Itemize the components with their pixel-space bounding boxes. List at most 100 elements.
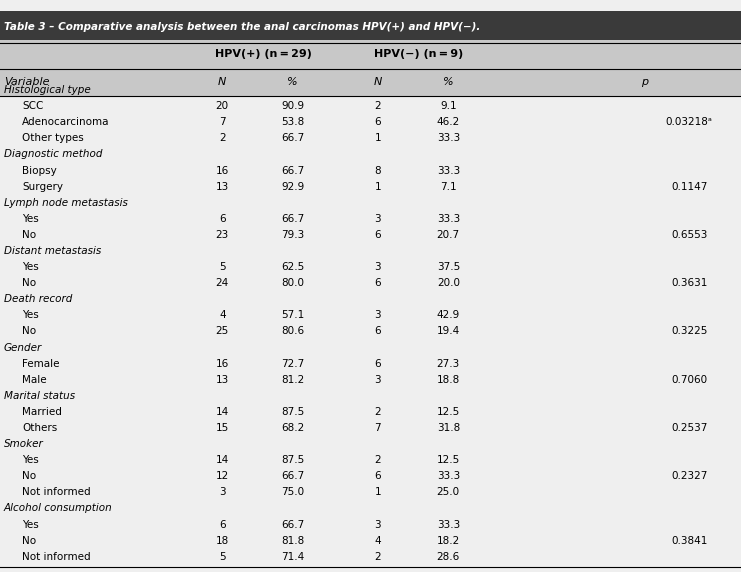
Text: 18.8: 18.8 (436, 375, 460, 385)
Text: Female: Female (22, 359, 60, 368)
Text: 92.9: 92.9 (281, 182, 305, 192)
Text: 1: 1 (375, 133, 381, 144)
Text: %: % (443, 77, 453, 88)
Text: 80.6: 80.6 (281, 327, 305, 336)
Text: 0.3841: 0.3841 (671, 535, 708, 546)
Text: 53.8: 53.8 (281, 117, 305, 127)
Text: 14: 14 (216, 407, 229, 417)
Text: Adenocarcinoma: Adenocarcinoma (22, 117, 110, 127)
Bar (0, 11, 741, 43)
Text: Smoker: Smoker (4, 439, 44, 449)
Text: Yes: Yes (22, 214, 39, 224)
Text: No: No (22, 230, 36, 240)
Text: 0.2327: 0.2327 (671, 471, 708, 481)
Text: 3: 3 (375, 262, 381, 272)
Text: 81.8: 81.8 (281, 535, 305, 546)
Text: 6: 6 (219, 519, 225, 530)
Text: Table 3 – Comparative analysis between the anal carcinomas HPV(+) and HPV(−).: Table 3 – Comparative analysis between t… (4, 22, 480, 32)
Text: 33.3: 33.3 (436, 471, 460, 481)
Text: 0.3631: 0.3631 (671, 278, 708, 288)
Text: 4: 4 (375, 535, 381, 546)
Text: 6: 6 (375, 278, 381, 288)
Text: 25.0: 25.0 (436, 487, 460, 497)
Text: 24: 24 (216, 278, 229, 288)
Text: 7.1: 7.1 (440, 182, 456, 192)
Text: 66.7: 66.7 (281, 471, 305, 481)
Text: 90.9: 90.9 (281, 101, 305, 111)
Text: 3: 3 (219, 487, 225, 497)
Text: 9.1: 9.1 (440, 101, 456, 111)
Text: Marital status: Marital status (4, 391, 75, 401)
Text: 1: 1 (375, 487, 381, 497)
Text: 6: 6 (375, 117, 381, 127)
Text: 66.7: 66.7 (281, 165, 305, 176)
Text: SCC: SCC (22, 101, 44, 111)
Text: 46.2: 46.2 (436, 117, 460, 127)
Text: Male: Male (22, 375, 47, 385)
Text: 0.6553: 0.6553 (671, 230, 708, 240)
Text: 3: 3 (375, 375, 381, 385)
Bar (0, 69, 741, 96)
Text: 66.7: 66.7 (281, 214, 305, 224)
Text: Diagnostic method: Diagnostic method (4, 149, 102, 160)
Text: 42.9: 42.9 (436, 311, 460, 320)
Text: 23: 23 (216, 230, 229, 240)
Text: Distant metastasis: Distant metastasis (4, 246, 101, 256)
Text: 12.5: 12.5 (436, 407, 460, 417)
Text: 79.3: 79.3 (281, 230, 305, 240)
Text: 7: 7 (375, 423, 381, 433)
Text: 27.3: 27.3 (436, 359, 460, 368)
Text: Not informed: Not informed (22, 552, 91, 562)
Text: 66.7: 66.7 (281, 519, 305, 530)
Text: 18.2: 18.2 (436, 535, 460, 546)
Text: Yes: Yes (22, 311, 39, 320)
Text: Yes: Yes (22, 519, 39, 530)
Text: 13: 13 (216, 182, 229, 192)
Text: 57.1: 57.1 (281, 311, 305, 320)
Text: Not informed: Not informed (22, 487, 91, 497)
Text: HPV(−) (n = 9): HPV(−) (n = 9) (374, 49, 463, 59)
Text: Yes: Yes (22, 455, 39, 465)
Text: 20.7: 20.7 (436, 230, 460, 240)
Text: 6: 6 (375, 230, 381, 240)
Text: 13: 13 (216, 375, 229, 385)
Text: 0.2537: 0.2537 (671, 423, 708, 433)
Text: 68.2: 68.2 (281, 423, 305, 433)
Text: 37.5: 37.5 (436, 262, 460, 272)
Text: Yes: Yes (22, 262, 39, 272)
Text: 6: 6 (375, 327, 381, 336)
Text: 19.4: 19.4 (436, 327, 460, 336)
Text: 28.6: 28.6 (436, 552, 460, 562)
Text: 87.5: 87.5 (281, 407, 305, 417)
Text: 20: 20 (216, 101, 229, 111)
Text: 2: 2 (219, 133, 225, 144)
Text: 5: 5 (219, 552, 225, 562)
Text: 33.3: 33.3 (436, 519, 460, 530)
Text: 18: 18 (216, 535, 229, 546)
Text: 5: 5 (219, 262, 225, 272)
Text: Gender: Gender (4, 343, 42, 352)
Text: 7: 7 (219, 117, 225, 127)
Text: 1: 1 (375, 182, 381, 192)
Text: 3: 3 (375, 214, 381, 224)
Text: 0.7060: 0.7060 (671, 375, 707, 385)
Text: 66.7: 66.7 (281, 133, 305, 144)
Text: Others: Others (22, 423, 58, 433)
Text: 80.0: 80.0 (281, 278, 305, 288)
Text: 4: 4 (219, 311, 225, 320)
Text: 20.0: 20.0 (436, 278, 460, 288)
Text: Biopsy: Biopsy (22, 165, 57, 176)
Text: 3: 3 (375, 311, 381, 320)
Text: Variable: Variable (4, 77, 49, 88)
Text: HPV(+) (n = 29): HPV(+) (n = 29) (215, 49, 311, 59)
Text: 87.5: 87.5 (281, 455, 305, 465)
Text: No: No (22, 471, 36, 481)
Text: 2: 2 (375, 552, 381, 562)
Text: 75.0: 75.0 (281, 487, 305, 497)
Text: 72.7: 72.7 (281, 359, 305, 368)
Text: 15: 15 (216, 423, 229, 433)
Text: 2: 2 (375, 407, 381, 417)
Text: 8: 8 (375, 165, 381, 176)
Text: 16: 16 (216, 165, 229, 176)
Text: 14: 14 (216, 455, 229, 465)
